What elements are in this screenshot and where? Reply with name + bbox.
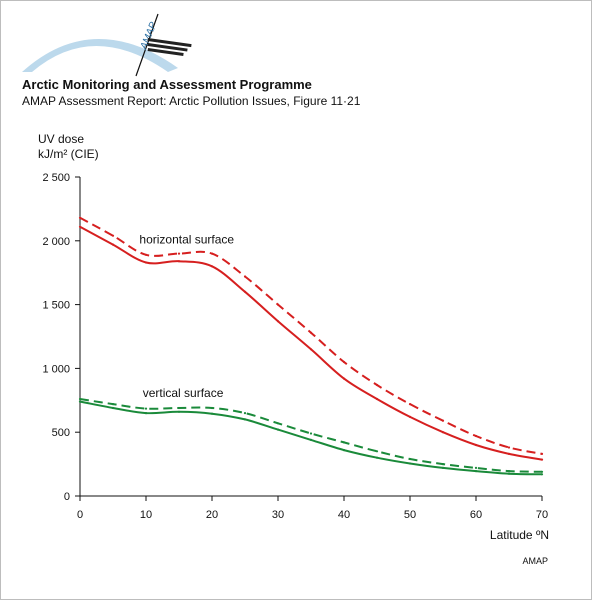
y-tick-label: 2 500 — [42, 172, 70, 184]
series-1-point — [540, 452, 544, 455]
series-3-point — [540, 470, 544, 473]
series-3-point — [78, 397, 82, 401]
series-1-point — [111, 234, 115, 237]
series-2-point — [111, 406, 115, 410]
series-0-point — [408, 415, 412, 418]
series-3-point — [144, 407, 148, 410]
series-0-point — [540, 458, 544, 461]
y-tick-label: 1 000 — [42, 363, 70, 375]
series-2-point — [309, 438, 313, 441]
y-tick-label: 2 000 — [42, 236, 70, 248]
x-axis-label: Latitude ºN — [490, 528, 549, 542]
series-1-point — [408, 403, 412, 406]
series-2-point — [441, 466, 445, 469]
series-0-point — [507, 452, 511, 455]
series-0-point — [144, 261, 148, 264]
y-tick-label: 1 500 — [42, 300, 70, 312]
series-2-point — [144, 412, 148, 415]
series-3-point — [276, 422, 280, 425]
series-3-point — [111, 403, 115, 406]
series-2-point — [507, 472, 511, 475]
y-tick-label: 0 — [64, 491, 70, 503]
series-2-point — [243, 418, 247, 421]
series-3-point — [243, 412, 247, 415]
y-axis-label-quantity: UV dose — [38, 132, 85, 146]
x-tick-label: 20 — [206, 509, 218, 521]
x-tick-label: 30 — [272, 509, 284, 521]
series-1-point — [210, 252, 214, 255]
x-tick-label: 60 — [470, 509, 482, 521]
series-2-point — [474, 470, 478, 473]
series-3-point — [309, 432, 313, 435]
report-title: Arctic Monitoring and Assessment Program… — [22, 77, 312, 92]
x-tick-label: 0 — [77, 509, 83, 521]
series-0-point — [78, 225, 82, 228]
series-0-point — [342, 377, 346, 380]
series-1-point — [375, 383, 379, 387]
series-3-point — [474, 466, 478, 469]
series-0-point — [441, 431, 445, 434]
series-line-1 — [79, 216, 543, 455]
series-2-point — [408, 462, 412, 465]
x-tick-label: 50 — [404, 509, 416, 521]
series-line-3 — [79, 398, 543, 473]
x-tick-label: 40 — [338, 509, 350, 521]
x-tick-label: 10 — [140, 509, 152, 521]
series-0-point — [111, 243, 115, 246]
series-1-point — [144, 253, 148, 256]
series-2-point — [342, 449, 346, 452]
y-axis-label-unit: kJ/m² (CIE) — [38, 147, 99, 161]
series-0-point — [375, 397, 379, 401]
series-3-point — [441, 463, 445, 466]
series-0-point — [210, 265, 214, 268]
series-3-point — [210, 406, 214, 410]
series-1-point — [243, 275, 247, 278]
series-3-point — [408, 457, 412, 461]
series-2-point — [210, 412, 214, 415]
series-3-point — [507, 470, 511, 473]
series-0-point — [177, 260, 181, 263]
series-1-point — [309, 331, 313, 334]
series-1-point — [507, 446, 511, 449]
series-1-point — [177, 252, 181, 255]
series-0-point — [243, 290, 247, 293]
series-0-point — [474, 443, 478, 447]
series-3-point — [375, 450, 379, 453]
series-line-0 — [79, 225, 543, 461]
amap-credit: AMAP — [522, 556, 548, 566]
series-line-2 — [79, 400, 543, 476]
series-3-point — [177, 406, 181, 410]
series-3-point — [342, 441, 346, 444]
series-2-point — [276, 428, 280, 431]
series-1-point — [342, 360, 346, 364]
report-subtitle: AMAP Assessment Report: Arctic Pollution… — [22, 94, 361, 108]
series-2-point — [177, 410, 181, 413]
amap-logo: AMAP — [22, 13, 192, 77]
series-1-point — [441, 419, 445, 422]
series-2-point — [78, 400, 82, 403]
annotation-label: vertical surface — [143, 386, 224, 400]
series-2-point — [540, 473, 544, 476]
y-tick-label: 500 — [52, 427, 70, 439]
series-1-point — [78, 216, 82, 219]
series-0-point — [309, 348, 313, 351]
series-2-point — [375, 456, 379, 459]
annotation-label: horizontal surface — [139, 232, 234, 246]
series-1-point — [474, 434, 478, 438]
series-0-point — [276, 320, 280, 323]
x-tick-label: 70 — [536, 509, 548, 521]
series-1-point — [276, 303, 280, 306]
